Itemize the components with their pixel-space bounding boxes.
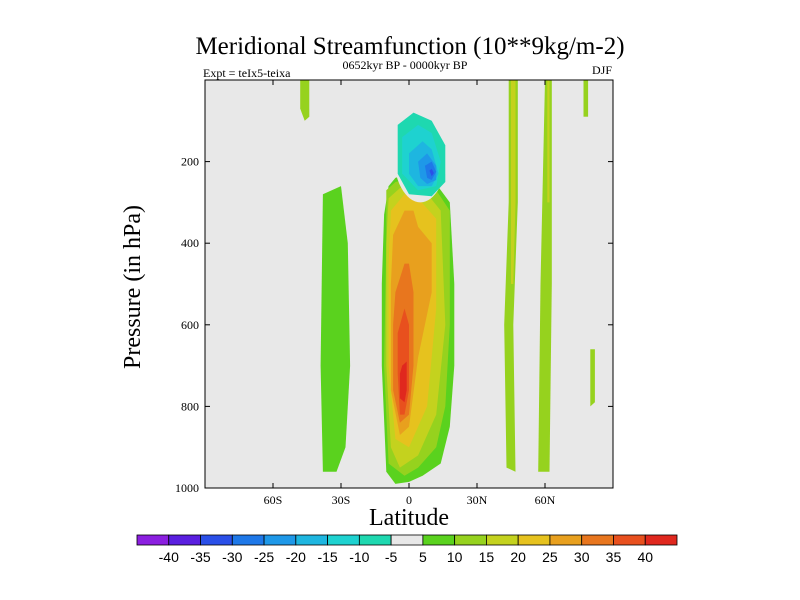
colorbar-swatch — [358, 534, 392, 546]
colorbar-tick-label: -10 — [349, 549, 369, 565]
colorbar-tick-label: -35 — [190, 549, 210, 565]
colorbar-swatch — [644, 534, 678, 546]
colorbar-tick-label: 15 — [479, 549, 495, 565]
y-tick-label: 200 — [181, 155, 199, 169]
colorbar-swatch — [486, 534, 519, 546]
colorbar-swatch — [136, 534, 170, 546]
colorbar-tick-label: -40 — [159, 549, 179, 565]
colorbar-tick-label: -20 — [286, 549, 306, 565]
x-axis: 60S 30S 0 30N 60N — [264, 80, 556, 507]
x-tick-label: 60S — [264, 493, 283, 507]
negative-band-sh-midlat — [311, 92, 328, 191]
y-axis: 200 400 600 800 1000 — [175, 155, 613, 495]
x-axis-label: Latitude — [369, 505, 449, 531]
colorbar-swatch — [168, 534, 201, 546]
colorbar-swatch — [454, 534, 487, 546]
colorbar-swatch — [263, 534, 297, 546]
colorbar-swatch — [613, 534, 646, 546]
colorbar-swatch — [327, 534, 360, 546]
colorbar-swatch — [517, 534, 551, 546]
x-tick-label: 0 — [406, 493, 412, 507]
colorbar-tick-label: -15 — [317, 549, 337, 565]
y-tick-label: 800 — [181, 399, 199, 413]
positive-band-nh-2-core — [547, 80, 550, 203]
colorbar-tick-label: -5 — [385, 549, 398, 565]
negative-band-nh-sub — [477, 177, 491, 415]
negative-band-nh-polar — [588, 80, 598, 342]
x-tick-label: 60N — [535, 493, 556, 507]
colorbar-tick-label: -25 — [254, 549, 274, 565]
positive-band-nh-3 — [590, 349, 595, 407]
y-tick-label: 1000 — [175, 481, 199, 495]
colorbar-swatch — [581, 534, 614, 546]
negative-band-sh-polar — [218, 80, 228, 415]
contour-fields — [218, 80, 613, 484]
positive-band-sh — [320, 186, 351, 472]
upper-cell-35 — [429, 168, 434, 177]
negative-band-nh-edge — [610, 80, 613, 448]
colorbar-tick-label: 30 — [574, 549, 590, 565]
y-axis-label: Pressure (in hPa) — [120, 205, 146, 369]
colorbar-tick-label: 10 — [447, 549, 463, 565]
colorbar-swatch — [295, 534, 328, 546]
colorbar-tick-label: 40 — [637, 549, 653, 565]
negative-band-sh-small — [361, 333, 369, 415]
x-tick-label: 30S — [332, 493, 351, 507]
positive-band-nh-1-core — [511, 80, 516, 284]
colorbar-swatch — [200, 534, 233, 546]
y-tick-label: 400 — [181, 236, 199, 250]
subtitle-right: DJF — [592, 63, 612, 77]
y-tick-label: 600 — [181, 318, 199, 332]
central-cell-40 — [399, 361, 407, 403]
x-tick-label: 30N — [467, 493, 488, 507]
colorbar-swatch — [549, 534, 583, 546]
colorbar: -40 -35 -30 -25 -20 -15 -10 -5 5 10 15 20 25 30 35 40 — [136, 534, 678, 565]
negative-band-sh-mid — [279, 88, 292, 435]
colorbar-tick-label: 20 — [510, 549, 526, 565]
colorbar-tick-label: 5 — [419, 549, 427, 565]
colorbar-tick-label: -30 — [222, 549, 242, 565]
colorbar-swatch — [422, 534, 456, 546]
positive-band-nh-polar — [583, 80, 589, 117]
colorbar-tick-label: 25 — [542, 549, 558, 565]
positive-band-sh-polar — [300, 80, 310, 121]
colorbar-tick-label: 35 — [606, 549, 622, 565]
chart-title: Meridional Streamfunction (10**9kg/m-2) — [195, 33, 624, 60]
colorbar-swatch — [390, 534, 424, 546]
colorbar-swatch — [231, 534, 265, 546]
subtitle-center: 0652kyr BP - 0000kyr BP — [343, 58, 468, 72]
subtitle-left: Expt = teIx5-teixa — [203, 66, 291, 80]
